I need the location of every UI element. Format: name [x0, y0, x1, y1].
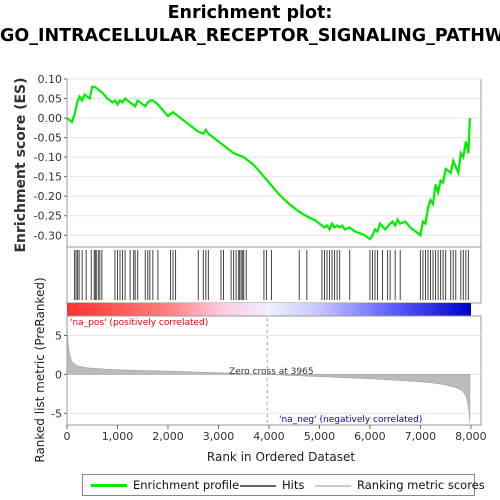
es-ytick-label: -0.25	[34, 210, 62, 223]
legend-swatch-enrichment	[91, 484, 127, 487]
es-ytick-label: 0.05	[38, 93, 63, 106]
legend-label-enrichment: Enrichment profile	[133, 478, 240, 492]
es-ytick-label: -0.15	[34, 171, 62, 184]
legend-label-ranking: Ranking metric scores	[357, 478, 485, 492]
xtick-label: 7,000	[405, 430, 437, 443]
rank-panel: 50-5 0 1,000 2,000 3,000 4,000 5,000 6,000 7,00…	[33, 277, 487, 464]
xtick-label: 0	[64, 430, 71, 443]
es-panel: 0.10 0.05 0.00 -0.05 -0.10 -0.15 -0.20 -0.25 -0.…	[13, 73, 482, 253]
legend-item-hits: Hits	[240, 478, 304, 492]
xtick-label: 2,000	[152, 430, 184, 443]
es-ytick-label: 0.00	[38, 112, 63, 125]
legend-swatch-hits	[240, 484, 276, 487]
xtick-label: 6,000	[354, 430, 386, 443]
zero-cross-label: Zero cross at 3965	[229, 367, 314, 377]
es-ytick-label: -0.10	[34, 151, 62, 164]
legend-item-enrichment: Enrichment profile	[91, 478, 239, 492]
chart-title: Enrichment plot: GO_INTRACELLULAR_RECEPT…	[0, 3, 500, 46]
enrichment-profile-line	[66, 85, 471, 241]
xtick-label: 8,000	[455, 430, 487, 443]
rank-heat-bar	[67, 303, 471, 316]
legend-item-ranking: Ranking metric scores	[315, 478, 485, 492]
es-ytick-label: -0.30	[34, 229, 62, 242]
es-ytick-label: -0.20	[34, 190, 62, 203]
rank-xlabel: Rank in Ordered Dataset	[207, 450, 355, 464]
xtick-label: 3,000	[203, 430, 235, 443]
rank-ytick-label: 5	[55, 329, 62, 342]
hits-panel	[66, 246, 482, 316]
pos-label: 'na_pos' (positively correlated)	[70, 318, 208, 328]
hits-panel-frame	[66, 246, 482, 304]
rank-ytick-label: -5	[51, 407, 62, 420]
legend-swatch-ranking	[315, 484, 351, 487]
es-ytick-label: -0.05	[34, 132, 62, 145]
legend-label-hits: Hits	[282, 478, 305, 492]
rank-ylabel: Ranked list metric (PreRanked)	[33, 277, 47, 462]
es-ytick-label: 0.10	[38, 73, 63, 86]
rank-ytick-label: 0	[55, 368, 62, 381]
es-panel-frame	[66, 78, 482, 248]
neg-label: 'na_neg' (negatively correlated)	[279, 415, 422, 425]
xtick-label: 5,000	[304, 430, 336, 443]
es-ylabel: Enrichment score (ES)	[13, 77, 29, 252]
xtick-label: 1,000	[102, 430, 134, 443]
legend: Enrichment profile Hits Ranking metric s…	[82, 474, 485, 496]
xtick-label: 4,000	[253, 430, 285, 443]
ranking-metric-area	[66, 323, 471, 423]
